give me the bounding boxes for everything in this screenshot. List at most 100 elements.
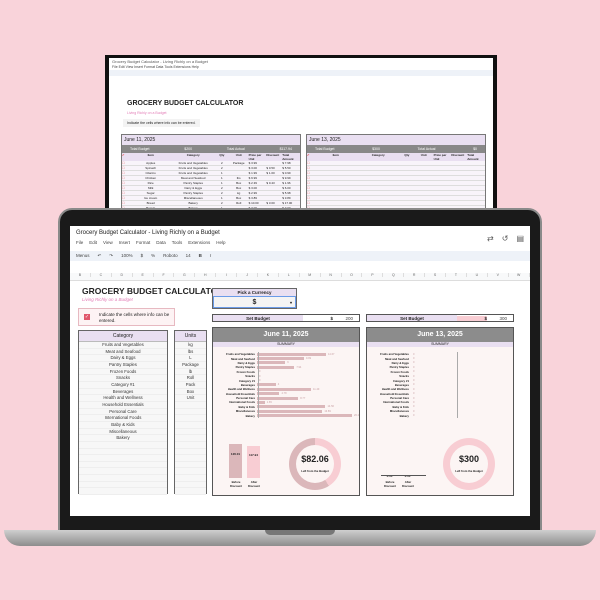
category-item[interactable] bbox=[79, 468, 167, 476]
unit-item[interactable] bbox=[175, 428, 206, 436]
column-header-E[interactable]: E bbox=[133, 273, 154, 277]
unit-item[interactable] bbox=[175, 455, 206, 462]
column-header-W[interactable]: W bbox=[509, 273, 530, 277]
category-item[interactable]: International Foods bbox=[79, 415, 167, 422]
font-select[interactable]: Roboto bbox=[163, 253, 178, 258]
unit-item[interactable] bbox=[175, 448, 206, 456]
category-item[interactable] bbox=[79, 475, 167, 482]
unit-item[interactable] bbox=[175, 441, 206, 449]
document-title[interactable]: Grocery Budget Calculator - Living Richl… bbox=[76, 230, 220, 236]
category-item[interactable] bbox=[79, 455, 167, 462]
column-header-K[interactable]: K bbox=[258, 273, 279, 277]
unit-item[interactable] bbox=[175, 421, 206, 429]
bold-icon[interactable]: B bbox=[198, 253, 202, 258]
undo-icon[interactable]: ↶ bbox=[97, 253, 102, 258]
unit-item[interactable] bbox=[175, 415, 206, 422]
checkbox[interactable]: ☐ bbox=[307, 186, 310, 190]
category-item[interactable]: Fruits and Vegetables bbox=[79, 342, 167, 349]
share-icon[interactable]: ⇄ bbox=[487, 234, 494, 243]
category-item[interactable]: Miscellaneous bbox=[79, 428, 167, 436]
category-item[interactable]: Dairy & Eggs bbox=[79, 355, 167, 362]
column-header-R[interactable]: R bbox=[404, 273, 426, 277]
unit-item[interactable] bbox=[175, 408, 206, 416]
unit-item[interactable]: lbs bbox=[175, 348, 206, 356]
column-header-U[interactable]: U bbox=[467, 273, 488, 277]
budget-input[interactable]: 200 bbox=[345, 315, 353, 321]
italic-icon[interactable]: I bbox=[209, 253, 212, 258]
checkbox[interactable]: ☐ bbox=[307, 181, 310, 185]
column-header-Q[interactable]: Q bbox=[383, 273, 405, 277]
column-header-N[interactable]: N bbox=[321, 273, 342, 277]
category-item[interactable]: Bakery bbox=[79, 435, 167, 442]
category-item[interactable]: Health and Wellness bbox=[79, 395, 167, 402]
column-header-T[interactable]: T bbox=[446, 273, 467, 277]
checkbox[interactable]: ☐ bbox=[307, 196, 310, 200]
category-item[interactable]: Category #1 bbox=[79, 381, 167, 389]
menus-search[interactable]: Menus bbox=[76, 253, 90, 258]
unit-item[interactable]: lb bbox=[175, 368, 206, 376]
column-header-C[interactable]: C bbox=[91, 273, 112, 277]
checkbox[interactable]: ☐ bbox=[122, 171, 125, 175]
category-item[interactable]: Snacks bbox=[79, 375, 167, 382]
menu-insert[interactable]: Insert bbox=[118, 240, 130, 245]
checkbox[interactable]: ☐ bbox=[122, 196, 125, 200]
checkbox[interactable]: ☐ bbox=[307, 176, 310, 180]
history-icon[interactable]: ↺ bbox=[501, 234, 509, 243]
menu-format[interactable]: Format bbox=[135, 240, 151, 245]
column-header-I[interactable]: I bbox=[216, 273, 238, 277]
category-item[interactable]: Meat and Seafood bbox=[79, 348, 167, 356]
category-item[interactable]: Pantry Staples bbox=[79, 361, 167, 369]
zoom-select[interactable]: 100% bbox=[121, 253, 133, 258]
category-item[interactable] bbox=[79, 441, 167, 449]
unit-item[interactable] bbox=[175, 435, 206, 442]
currency-dropdown[interactable]: $ ▾ bbox=[213, 296, 296, 308]
category-item[interactable]: Frozen Foods bbox=[79, 368, 167, 376]
column-header-V[interactable]: V bbox=[488, 273, 509, 277]
category-item[interactable] bbox=[79, 448, 167, 456]
menu-edit[interactable]: Edit bbox=[89, 240, 98, 245]
menu-help[interactable]: Help bbox=[216, 240, 226, 245]
unit-item[interactable]: kg bbox=[175, 342, 206, 349]
column-header-M[interactable]: M bbox=[300, 273, 321, 277]
checkbox[interactable]: ☐ bbox=[122, 166, 125, 170]
checkbox[interactable]: ☐ bbox=[307, 201, 310, 205]
column-header-S[interactable]: S bbox=[425, 273, 447, 277]
category-item[interactable]: Household Essentials bbox=[79, 401, 167, 409]
column-header-J[interactable]: J bbox=[237, 273, 259, 277]
column-header-O[interactable]: O bbox=[342, 273, 363, 277]
column-header-L[interactable]: L bbox=[279, 273, 300, 277]
unit-item[interactable] bbox=[175, 401, 206, 409]
checkbox[interactable]: ☐ bbox=[307, 171, 310, 175]
currency-format-button[interactable]: $ bbox=[140, 253, 144, 258]
unit-item[interactable]: Unit bbox=[175, 395, 206, 402]
column-header-H[interactable]: H bbox=[195, 273, 217, 277]
column-header-B[interactable]: B bbox=[70, 273, 91, 277]
percent-format-button[interactable]: % bbox=[151, 253, 156, 258]
category-item[interactable] bbox=[79, 481, 167, 489]
column-header-D[interactable]: D bbox=[112, 273, 133, 277]
unit-item[interactable] bbox=[175, 475, 206, 482]
checkbox[interactable]: ☐ bbox=[122, 186, 125, 190]
category-item[interactable]: Personal Care bbox=[79, 408, 167, 416]
unit-item[interactable]: L bbox=[175, 355, 206, 362]
budget-input[interactable]: 300 bbox=[499, 315, 507, 321]
redo-icon[interactable]: ↷ bbox=[109, 253, 114, 258]
checkbox[interactable]: ☐ bbox=[122, 191, 125, 195]
column-header-G[interactable]: G bbox=[174, 273, 196, 277]
checkbox[interactable]: ☐ bbox=[307, 161, 310, 165]
category-item[interactable] bbox=[79, 488, 167, 496]
menu-view[interactable]: View bbox=[103, 240, 113, 245]
unit-item[interactable] bbox=[175, 461, 206, 469]
column-header-F[interactable]: F bbox=[154, 273, 175, 277]
checkbox[interactable]: ☐ bbox=[122, 181, 125, 185]
menu-extensions[interactable]: Extensions bbox=[188, 240, 211, 245]
unit-item[interactable]: Box bbox=[175, 388, 206, 396]
comment-icon[interactable]: ▤ bbox=[516, 234, 524, 243]
category-item[interactable]: Beverages bbox=[79, 388, 167, 396]
column-header-P[interactable]: P bbox=[362, 273, 384, 277]
checkbox[interactable]: ☐ bbox=[307, 166, 310, 170]
checkbox[interactable]: ☐ bbox=[307, 191, 310, 195]
menu-file[interactable]: File bbox=[76, 240, 84, 245]
checkbox[interactable]: ☐ bbox=[122, 161, 125, 165]
unit-item[interactable]: Package bbox=[175, 361, 206, 369]
